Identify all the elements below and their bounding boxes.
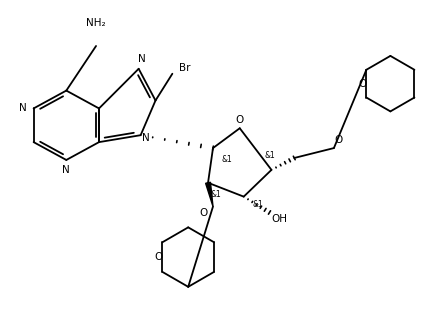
Text: N: N: [62, 165, 70, 175]
Text: &1: &1: [211, 190, 221, 199]
Text: NH₂: NH₂: [86, 18, 106, 28]
Text: O: O: [154, 252, 163, 262]
Text: N: N: [19, 104, 27, 114]
Text: O: O: [358, 79, 366, 89]
Text: O: O: [236, 115, 244, 125]
Text: N: N: [142, 133, 150, 143]
Polygon shape: [206, 182, 213, 207]
Text: O: O: [199, 208, 207, 218]
Text: OH: OH: [271, 214, 287, 225]
Text: &1: &1: [264, 151, 275, 160]
Text: N: N: [138, 54, 145, 64]
Text: &1: &1: [252, 200, 263, 209]
Text: &1: &1: [221, 156, 232, 165]
Text: Br: Br: [179, 63, 191, 73]
Text: O: O: [335, 135, 343, 145]
